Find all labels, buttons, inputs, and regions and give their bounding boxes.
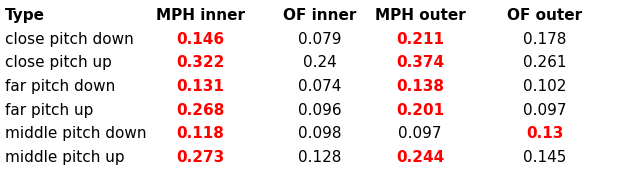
- Text: 0.128: 0.128: [298, 150, 342, 165]
- Text: 0.102: 0.102: [524, 79, 566, 94]
- Text: 0.097: 0.097: [398, 126, 442, 141]
- Text: OF outer: OF outer: [508, 8, 582, 23]
- Text: 0.096: 0.096: [298, 103, 342, 118]
- Text: 0.138: 0.138: [396, 79, 444, 94]
- Text: 0.268: 0.268: [176, 103, 224, 118]
- Text: 0.322: 0.322: [176, 55, 224, 70]
- Text: middle pitch up: middle pitch up: [5, 150, 125, 165]
- Text: 0.079: 0.079: [298, 32, 342, 47]
- Text: 0.13: 0.13: [526, 126, 564, 141]
- Text: far pitch up: far pitch up: [5, 103, 93, 118]
- Text: 0.145: 0.145: [524, 150, 566, 165]
- Text: 0.146: 0.146: [176, 32, 224, 47]
- Text: 0.24: 0.24: [303, 55, 337, 70]
- Text: middle pitch down: middle pitch down: [5, 126, 147, 141]
- Text: 0.201: 0.201: [396, 103, 444, 118]
- Text: Type: Type: [5, 8, 45, 23]
- Text: OF inner: OF inner: [284, 8, 356, 23]
- Text: 0.097: 0.097: [524, 103, 567, 118]
- Text: 0.244: 0.244: [396, 150, 444, 165]
- Text: 0.118: 0.118: [176, 126, 224, 141]
- Text: 0.273: 0.273: [176, 150, 224, 165]
- Text: MPH outer: MPH outer: [374, 8, 465, 23]
- Text: 0.374: 0.374: [396, 55, 444, 70]
- Text: MPH inner: MPH inner: [156, 8, 244, 23]
- Text: 0.211: 0.211: [396, 32, 444, 47]
- Text: 0.131: 0.131: [176, 79, 224, 94]
- Text: 0.098: 0.098: [298, 126, 342, 141]
- Text: close pitch up: close pitch up: [5, 55, 112, 70]
- Text: 0.261: 0.261: [524, 55, 567, 70]
- Text: 0.178: 0.178: [524, 32, 566, 47]
- Text: far pitch down: far pitch down: [5, 79, 115, 94]
- Text: close pitch down: close pitch down: [5, 32, 134, 47]
- Text: 0.074: 0.074: [298, 79, 342, 94]
